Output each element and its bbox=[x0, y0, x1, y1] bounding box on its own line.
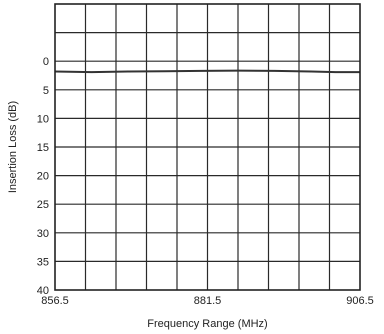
grid bbox=[55, 4, 360, 290]
x-tick-labels: 856.5 881.5 906.5 bbox=[41, 295, 374, 307]
y-tick-label: 25 bbox=[37, 199, 49, 211]
x-tick-label: 881.5 bbox=[194, 295, 222, 307]
y-tick-labels: 0 5 10 15 20 25 30 35 40 bbox=[37, 56, 49, 297]
x-axis-label: Frequency Range (MHz) bbox=[147, 318, 267, 330]
y-tick-label: 20 bbox=[37, 171, 49, 183]
y-tick-label: 0 bbox=[43, 56, 49, 68]
y-tick-label: 40 bbox=[37, 285, 49, 297]
x-tick-label: 856.5 bbox=[41, 295, 69, 307]
y-tick-label: 35 bbox=[37, 256, 49, 268]
y-tick-label: 15 bbox=[37, 142, 49, 154]
y-tick-label: 5 bbox=[43, 85, 49, 97]
y-tick-label: 30 bbox=[37, 228, 49, 240]
y-axis-label: Insertion Loss (dB) bbox=[7, 101, 19, 193]
insertion-loss-line bbox=[54, 69, 360, 74]
plot-frame bbox=[54, 3, 361, 291]
y-tick-label: 10 bbox=[37, 113, 49, 125]
x-tick-label: 906.5 bbox=[346, 295, 374, 307]
series-group bbox=[54, 69, 360, 74]
